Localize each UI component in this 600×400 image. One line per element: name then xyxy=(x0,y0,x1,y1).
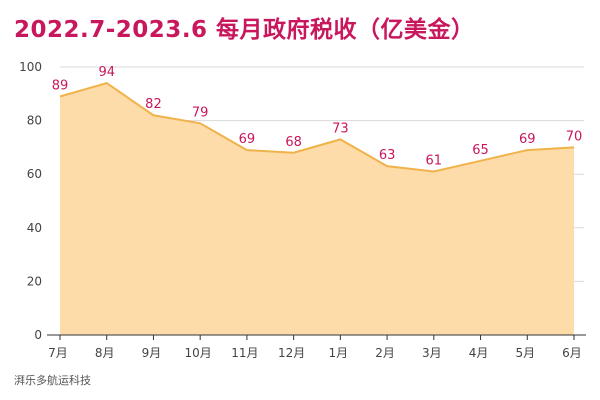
y-tick-label: 20 xyxy=(27,274,42,288)
data-labels: 89 94 82 79 69 68 73 63 61 65 69 70 xyxy=(52,65,583,168)
x-tick-label: 8月 xyxy=(95,346,115,360)
data-label: 70 xyxy=(566,129,583,144)
y-tick-label: 100 xyxy=(19,60,42,74)
y-tick-label: 60 xyxy=(27,167,42,181)
x-tick-label: 6月 xyxy=(562,346,582,360)
footer-source: 湃乐多航运科技 xyxy=(14,374,91,387)
x-tick-label: 2月 xyxy=(375,346,395,360)
data-label: 89 xyxy=(52,78,69,93)
x-tick-label: 1月 xyxy=(329,346,349,360)
x-tick-label: 4月 xyxy=(469,346,489,360)
data-label: 61 xyxy=(426,154,443,169)
x-tick-label: 11月 xyxy=(231,346,258,360)
data-label: 73 xyxy=(332,121,349,136)
data-label: 94 xyxy=(98,65,115,80)
x-tick-label: 12月 xyxy=(278,346,305,360)
x-tick-label: 3月 xyxy=(422,346,442,360)
y-tick-label: 80 xyxy=(27,114,42,128)
x-tick-label: 7月 xyxy=(48,346,68,360)
data-label: 69 xyxy=(239,132,256,147)
y-axis-ticks: 0 20 40 60 80 100 xyxy=(19,60,42,342)
x-tick-label: 9月 xyxy=(142,346,162,360)
series-line xyxy=(59,81,575,173)
x-axis-ticks: 7月 8月 9月 10月 11月 12月 1月 2月 3月 4月 5月 6月 xyxy=(48,335,582,360)
data-label: 63 xyxy=(379,148,396,163)
y-tick-label: 40 xyxy=(27,221,42,235)
data-label: 79 xyxy=(192,105,209,120)
y-tick-label: 0 xyxy=(34,328,42,342)
area-fill xyxy=(60,83,574,335)
data-label: 68 xyxy=(285,135,302,150)
x-tick-label: 5月 xyxy=(515,346,535,360)
chart-title: 2022.7-2023.6 每月政府税收（亿美金） xyxy=(14,17,475,43)
data-label: 65 xyxy=(472,143,489,158)
data-label: 69 xyxy=(519,132,536,147)
x-tick-label: 10月 xyxy=(185,346,212,360)
data-label: 82 xyxy=(145,97,162,112)
